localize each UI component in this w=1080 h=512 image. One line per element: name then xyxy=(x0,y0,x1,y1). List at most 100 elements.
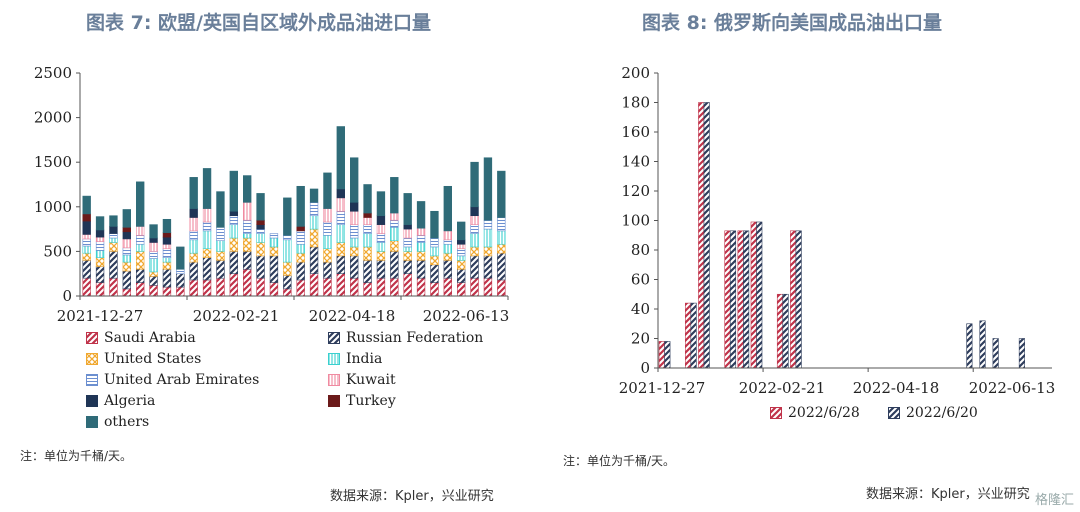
left-bar-segment-algeria xyxy=(189,208,198,218)
left-bar-segment-algeria xyxy=(122,231,131,240)
left-bar-segment-india xyxy=(122,254,131,263)
left-note: 注：单位为千桶/天。 xyxy=(20,449,133,463)
left-bar-segment-india xyxy=(323,235,332,250)
left-bar-segment-uae xyxy=(122,247,131,256)
right-bar-russia xyxy=(782,293,789,369)
left-bar-segment-india xyxy=(483,228,493,248)
left-bar-segment-russia xyxy=(202,257,212,281)
left-bar-segment-uae xyxy=(309,202,319,217)
right-bar-russia xyxy=(1018,338,1025,369)
left-bar-segment-saudi xyxy=(122,288,131,297)
left-bar-segment-turkey xyxy=(162,232,172,238)
left-bar-segment-india xyxy=(189,239,198,254)
left-bar-segment-others xyxy=(202,168,212,209)
left-x-tick-label: 2022-04-18 xyxy=(309,307,395,325)
right-chart: 0 20 40 60 80 100 120 140 160 180 200 2021-12-27 20… xyxy=(619,64,1055,397)
right-legend-item-russia: 2022/6/20 xyxy=(888,405,978,421)
left-bar-segment-uae xyxy=(483,219,493,230)
left-legend-swatch xyxy=(328,332,340,344)
left-bar-segment-russia xyxy=(363,260,372,283)
left-bar-segment-india xyxy=(216,240,225,252)
left-bar-segment-russia xyxy=(416,260,426,279)
left-bar-segment-saudi xyxy=(136,282,145,297)
left-legend-item-uae: United Arab Emirates xyxy=(86,372,259,388)
left-bar-segment-saudi xyxy=(470,277,479,297)
left-legend-label: Kuwait xyxy=(346,372,396,388)
left-bar-segment-algeria xyxy=(162,236,172,245)
left-bar-segment-russia xyxy=(376,260,386,279)
left-x-tick-label: 2022-02-21 xyxy=(193,307,279,325)
left-bar-segment-kuwait xyxy=(202,208,212,223)
left-bar-segment-algeria xyxy=(350,202,359,212)
right-bar-saudi xyxy=(698,102,705,369)
left-bar-segment-saudi xyxy=(416,277,426,297)
left-bar-segment-uae xyxy=(256,228,265,234)
left-bar-segment-others xyxy=(229,170,238,212)
left-bar-segment-russia xyxy=(336,255,345,275)
left-bar-segment-others xyxy=(109,215,118,227)
left-bar-segment-others xyxy=(162,218,172,233)
left-bar-segment-india xyxy=(403,246,412,252)
left-bar-segment-saudi xyxy=(256,277,265,297)
left-bar-segment-kuwait xyxy=(323,208,332,223)
left-bar-segment-others xyxy=(95,216,105,231)
left-bar-segment-others xyxy=(296,185,305,227)
left-legend-item-us: United States xyxy=(86,351,201,367)
left-bar-segment-kuwait xyxy=(376,224,386,234)
left-bar-segment-uae xyxy=(136,235,145,245)
left-bar-segment-others xyxy=(390,177,399,214)
left-bar-segment-russia xyxy=(122,270,131,290)
left-bar-segment-uae xyxy=(403,237,412,248)
left-bar-segment-saudi xyxy=(162,286,172,297)
left-bar-segment-kuwait xyxy=(336,197,345,212)
left-bar-segment-india xyxy=(416,242,426,252)
left-bar-segment-india xyxy=(390,227,399,241)
left-bar-segment-us xyxy=(189,252,198,263)
left-legend-label: Algeria xyxy=(104,393,156,409)
left-bar-segment-us xyxy=(470,246,479,257)
right-bar-saudi xyxy=(737,230,744,369)
right-bar-russia xyxy=(743,230,750,369)
left-bar-segment-kuwait xyxy=(82,234,91,240)
left-bar-segment-india xyxy=(269,237,279,248)
left-bar-segment-others xyxy=(376,191,386,217)
left-bar-segment-uae xyxy=(243,219,252,234)
left-bar-segment-uae xyxy=(323,221,332,236)
left-bar-segment-uae xyxy=(149,251,158,259)
left-bar-segment-us xyxy=(109,242,118,252)
left-legend-label: India xyxy=(346,351,383,367)
left-bar-segment-russia xyxy=(176,273,185,288)
left-legend-swatch xyxy=(86,353,98,365)
left-bar-segment-others xyxy=(136,181,145,227)
left-bar-segment-algeria xyxy=(376,215,386,225)
left-bar-segment-russia xyxy=(243,251,252,270)
left-legend-item-algeria: Algeria xyxy=(86,393,155,409)
right-y-tick-label: 0 xyxy=(640,359,650,377)
left-bar-segment-algeria xyxy=(403,224,412,230)
left-bar-segment-others xyxy=(283,197,292,236)
left-bar-segment-us xyxy=(497,243,506,254)
left-bar-segment-uae xyxy=(162,248,172,258)
right-bar-russia xyxy=(795,230,802,369)
left-bar-segment-us xyxy=(229,237,238,252)
right-bar-saudi xyxy=(685,302,692,369)
right-chart-title: 图表 8: 俄罗斯向美国成品油出口量 xyxy=(642,12,943,34)
left-bar-segment-russia xyxy=(82,260,91,279)
left-bar-segment-us xyxy=(82,252,91,261)
left-bar-segment-turkey xyxy=(256,219,265,225)
left-bar-segment-uae xyxy=(443,239,452,245)
left-bar-segment-russia xyxy=(189,261,198,281)
right-legend-label: 2022/6/28 xyxy=(788,405,860,421)
right-bar-saudi xyxy=(750,221,757,369)
left-chart: 0 500 1000 1500 2000 2500 2021-12-27 2022-02-2… xyxy=(34,64,509,325)
left-bar-segment-others xyxy=(309,188,319,203)
left-bar-segment-us xyxy=(323,248,332,263)
left-bar-segment-algeria xyxy=(457,239,466,245)
left-bar-segment-others xyxy=(122,209,131,228)
left-bar-segment-us xyxy=(376,251,386,261)
left-legend-swatch xyxy=(86,332,98,344)
left-bar-segment-us xyxy=(202,248,212,258)
left-legend-label: Russian Federation xyxy=(346,330,484,346)
left-bar-segment-us xyxy=(443,252,452,261)
left-bar-segment-russia xyxy=(162,268,172,288)
